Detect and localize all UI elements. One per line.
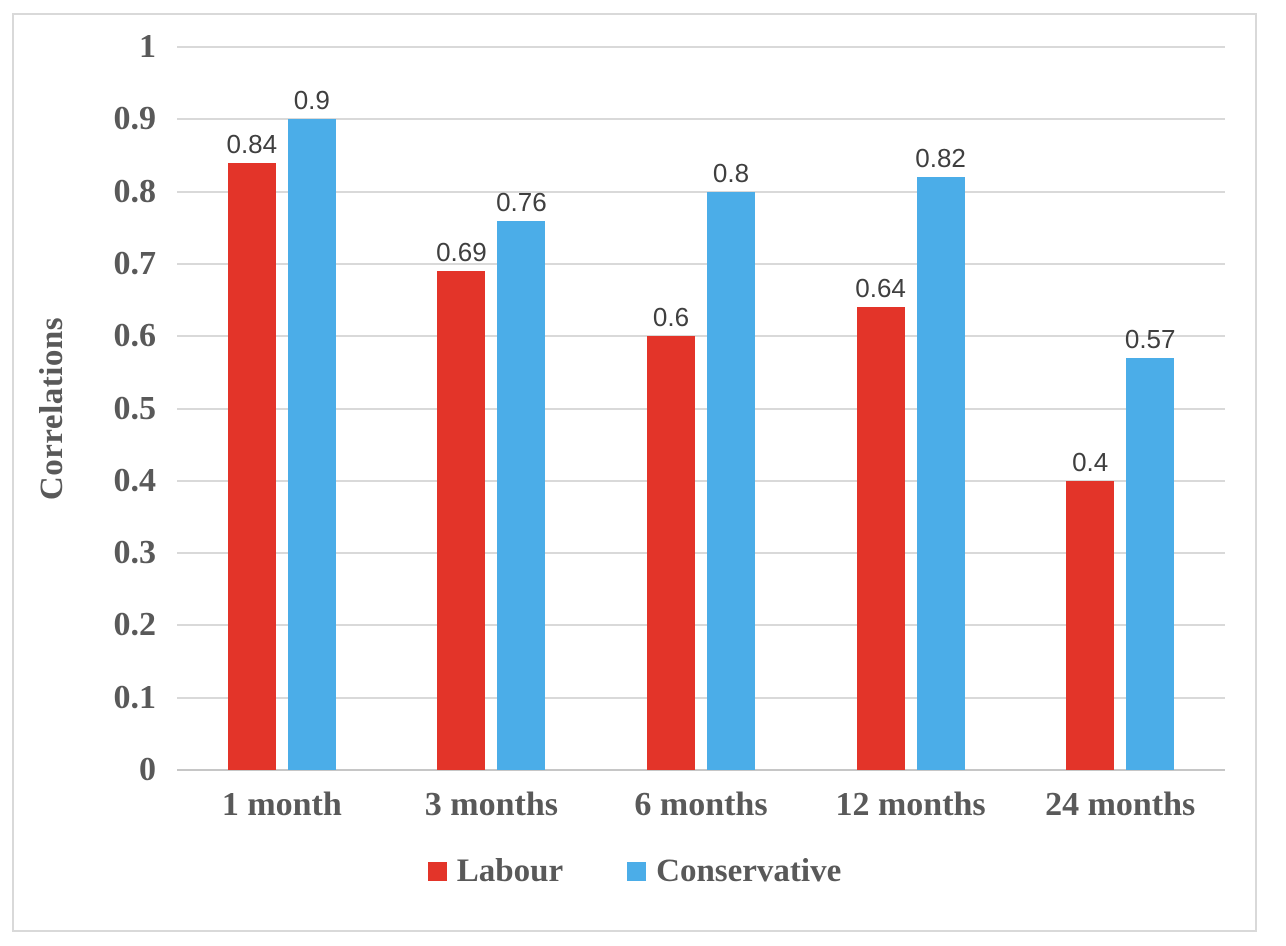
bar-labour: 0.4 bbox=[1066, 449, 1115, 770]
y-tick-label: 0.8 bbox=[113, 172, 157, 210]
x-axis-category-labels: 1 month 3 months 6 months 12 months 24 month… bbox=[177, 785, 1225, 826]
y-tick-label: 0.4 bbox=[113, 461, 157, 499]
legend-item: Labour bbox=[427, 853, 564, 889]
y-tick-label: 0 bbox=[139, 751, 156, 788]
y-tick-label: 0.2 bbox=[113, 606, 157, 644]
bar-value-label: 0.4 bbox=[1072, 446, 1109, 477]
legend-swatch-icon bbox=[627, 862, 647, 881]
bar-group: 0.4 0.57 bbox=[1015, 47, 1225, 770]
legend-label: Labour bbox=[456, 853, 564, 889]
x-category-label: 6 months bbox=[634, 786, 768, 823]
y-tick-label: 0.9 bbox=[113, 100, 157, 138]
bar-conservative: 0.57 bbox=[1125, 326, 1175, 770]
y-tick-label: 1 bbox=[139, 28, 156, 65]
bar-labour: 0.6 bbox=[646, 304, 695, 770]
bar-labour: 0.69 bbox=[436, 239, 487, 770]
x-category-label: 12 months bbox=[835, 786, 986, 823]
gridline bbox=[177, 552, 1225, 555]
gridline bbox=[177, 696, 1225, 699]
y-tick-label: 0.3 bbox=[113, 534, 157, 572]
x-category-label: 1 month bbox=[221, 786, 342, 823]
bar-labour: 0.64 bbox=[855, 275, 906, 770]
y-axis-ticks: 1 0.9 0.8 0.7 0.6 0.5 0.4 0.3 0.2 0.1 0 bbox=[14, 30, 162, 787]
bar-conservative: 0.76 bbox=[496, 189, 547, 770]
legend-swatch-icon bbox=[427, 862, 447, 881]
bar-value-label: 0.8 bbox=[712, 157, 750, 188]
bar-value-label: 0.9 bbox=[293, 85, 330, 116]
y-tick-label: 0.1 bbox=[113, 678, 157, 716]
x-axis-line bbox=[177, 769, 1225, 771]
gridline bbox=[177, 335, 1225, 338]
bar-conservative: 0.82 bbox=[915, 145, 966, 770]
gridline bbox=[177, 190, 1225, 193]
bar-group: 0.6 0.8 bbox=[596, 47, 806, 770]
bar-value-label: 0.82 bbox=[915, 143, 966, 174]
gridline bbox=[177, 262, 1225, 265]
gridline bbox=[177, 118, 1225, 121]
gridline bbox=[177, 407, 1225, 410]
y-tick-label: 0.7 bbox=[113, 244, 157, 282]
bar-value-label: 0.64 bbox=[855, 273, 906, 304]
x-category-label: 3 months bbox=[424, 786, 558, 823]
bar-labour: 0.84 bbox=[226, 131, 277, 770]
bar-value-label: 0.84 bbox=[226, 128, 278, 159]
bar-value-label: 0.76 bbox=[496, 186, 547, 217]
chart-frame: Correlations 1 0.9 0.8 0.7 0.6 0.5 0.4 0.3 0.2 0.… bbox=[12, 13, 1257, 932]
bar-group: 0.84 0.9 bbox=[177, 47, 387, 770]
bar-value-label: 0.57 bbox=[1124, 323, 1176, 354]
plot-area: 0.84 0.9 0.69 0.76 0.6 0.8 0.64 0.82 0.4 0.57 bbox=[177, 46, 1225, 771]
bar-value-label: 0.69 bbox=[436, 237, 487, 268]
bar-conservative: 0.8 bbox=[706, 160, 755, 770]
bar-conservative: 0.9 bbox=[287, 87, 336, 770]
y-tick-label: 0.5 bbox=[113, 389, 157, 427]
y-tick-label: 0.6 bbox=[113, 317, 157, 355]
legend-label: Conservative bbox=[656, 853, 842, 889]
legend: Labour Conservative bbox=[14, 855, 1255, 888]
gridline bbox=[177, 479, 1225, 482]
legend-item: Conservative bbox=[627, 855, 841, 888]
x-category-label: 24 months bbox=[1045, 786, 1196, 823]
gridline bbox=[177, 624, 1225, 627]
bar-groups: 0.84 0.9 0.69 0.76 0.6 0.8 0.64 0.82 0.4 0.57 bbox=[177, 47, 1225, 770]
gridline bbox=[177, 46, 1225, 48]
bar-value-label: 0.6 bbox=[652, 302, 690, 333]
bar-group: 0.64 0.82 bbox=[806, 47, 1016, 770]
bar-group: 0.69 0.76 bbox=[387, 47, 597, 770]
